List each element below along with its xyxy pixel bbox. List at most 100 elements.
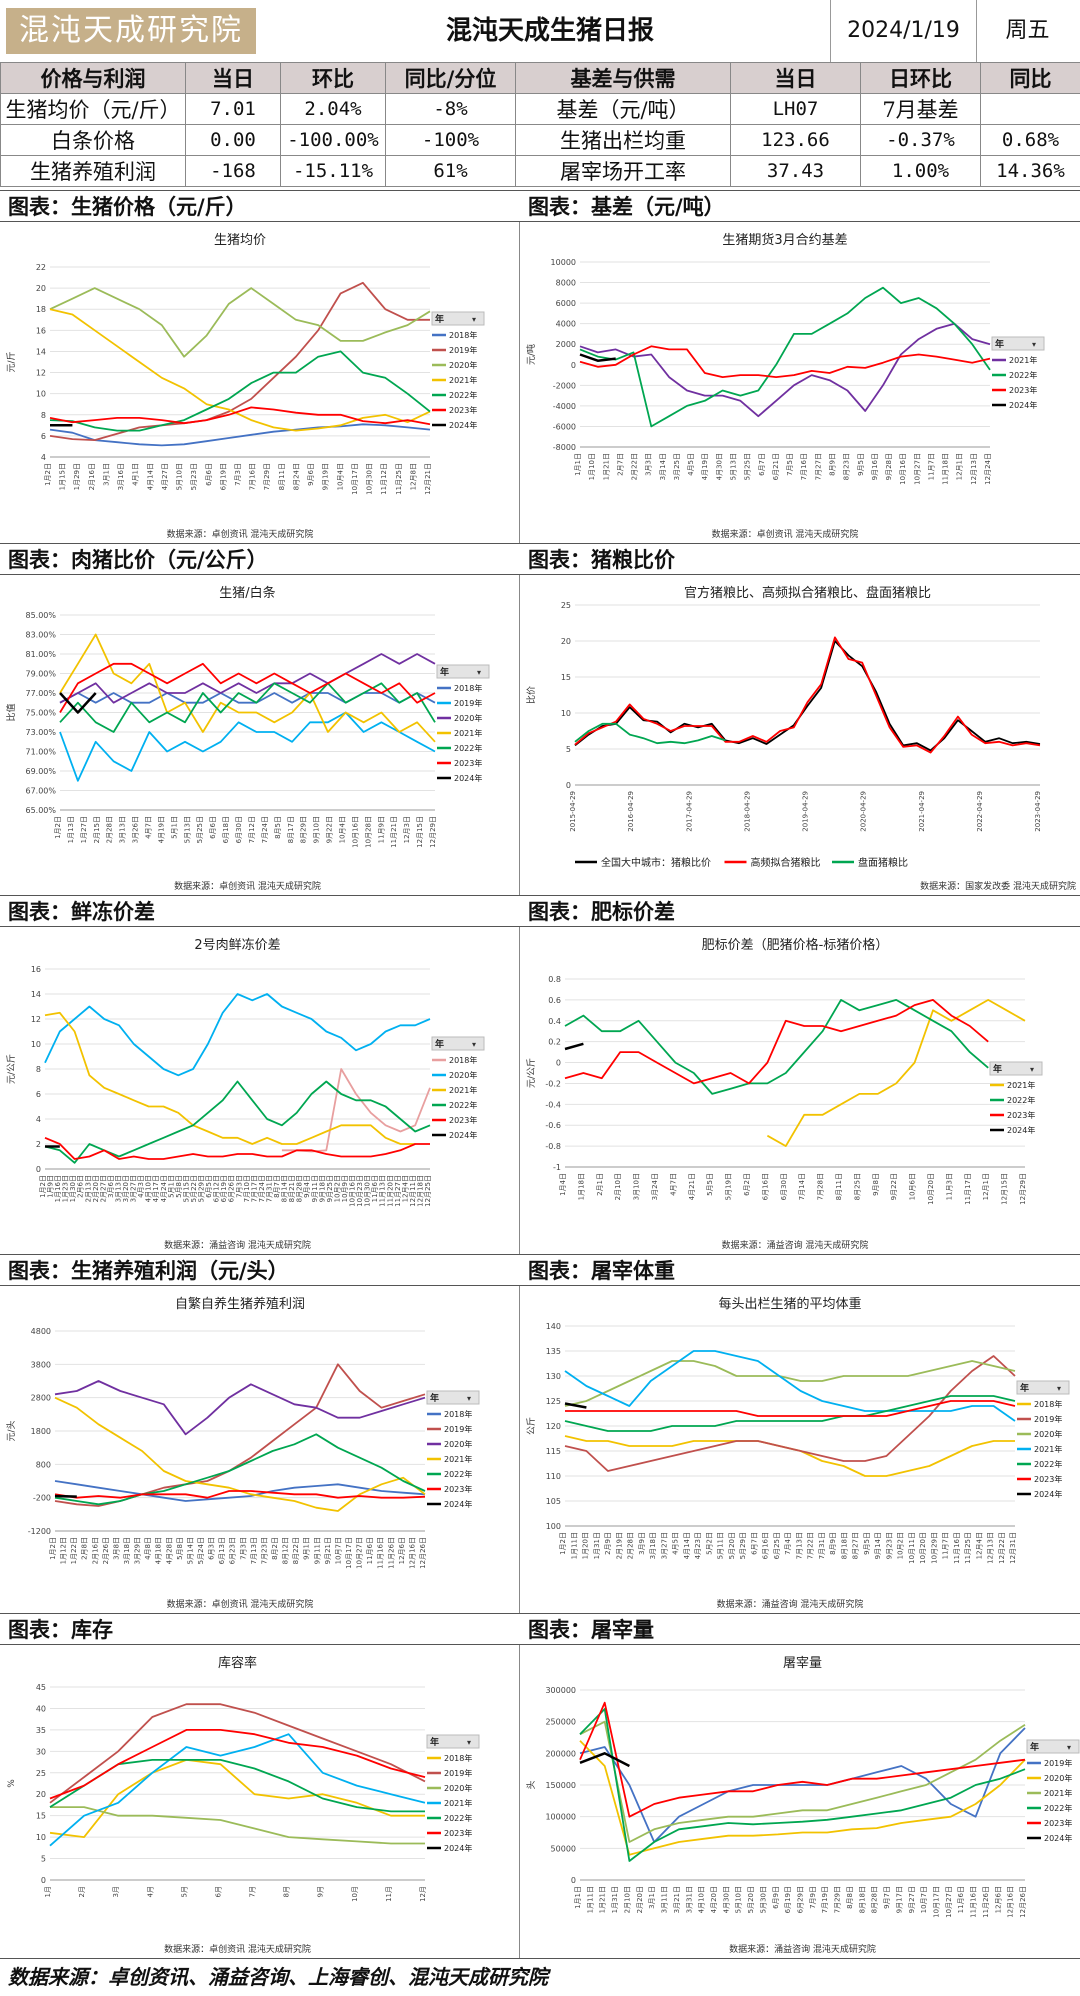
page-title: 混沌天成生猪日报 [270,0,830,62]
x-tick-label: 1月27日 [80,816,88,843]
y-tick-label: -0.6 [545,1121,561,1130]
x-tick-label: 8月11日 [835,1173,843,1200]
y-tick-label: 1800 [31,1427,51,1436]
x-tick-label: 8月 [283,1886,291,1897]
x-tick-label: 5月1日 [170,816,178,839]
x-tick-label: 3月14日 [659,453,667,480]
x-tick-label: 1月2日 [49,1537,57,1560]
y-tick-label: 100000 [545,1813,576,1822]
x-tick-label: 4月30日 [715,453,723,480]
y-tick-label: 0.4 [548,1017,561,1026]
chart-source: 数据来源：涌益咨询 混沌天成研究院 [164,1239,311,1251]
x-tick-label: 8月25日 [853,1173,861,1200]
summary-cell: 61% [386,156,516,187]
x-tick-label: 10月17日 [351,463,359,495]
logo: 混沌天成研究院 [6,8,256,54]
x-tick-label: 6月18日 [222,816,230,843]
legend-label: 2020年 [1044,1773,1072,1783]
legend-label: 全国大中城市：猪粮比价 [601,856,711,869]
x-tick-label: 11月16日 [953,1532,961,1564]
y-tick-label: 3800 [31,1360,51,1369]
x-tick-label: 12月6日 [994,1886,1002,1913]
x-tick-label: 1月21日 [602,453,610,480]
report-header: 混沌天成研究院 混沌天成生猪日报 2024/1/19 周五 [0,0,1080,63]
chart-source: 数据来源：卓创资讯 混沌天成研究院 [167,1598,314,1610]
chart-source: 数据来源：涌益咨询 混沌天成研究院 [717,1598,864,1610]
legend-label: 2024年 [1044,1833,1072,1843]
x-tick-label: 9月16日 [871,453,879,480]
x-tick-label: 1月15日 [59,463,67,490]
x-tick-label: 10月16日 [351,816,359,848]
x-tick-label: 12月 [419,1886,427,1902]
legend-label: 2024年 [1007,1125,1035,1135]
x-tick-label: 7月22日 [807,1532,815,1559]
section-title: 图表：鲜冻价差 [0,895,520,927]
x-tick-label: 6月7日 [750,1532,758,1555]
x-tick-label: 2023-04-29 [1034,791,1042,832]
x-tick-label: 2月28日 [627,1532,635,1559]
summary-cell: -100% [386,125,516,156]
y-axis-label: 比值 [5,703,17,721]
chart-source: 数据来源：卓创资讯 混沌天成研究院 [167,528,314,540]
x-tick-label: 9月19日 [322,463,330,490]
x-tick-label: 6月30日 [235,816,243,843]
y-tick-label: 25 [561,601,571,610]
summary-cell: 0.00 [186,125,281,156]
x-tick-label: 11月9日 [377,816,385,843]
legend-label: 2018年 [454,683,482,693]
x-tick-label: 10月4日 [336,463,344,490]
x-tick-label: 4月23日 [694,1532,702,1559]
chart-title: 每头出栏生猪的平均体重 [718,1296,861,1312]
section-title: 图表：库存 [0,1613,520,1645]
chart-source: 数据来源：国家发改委 混沌天成研究院 [920,880,1076,892]
y-tick-label: 73.00% [25,728,56,737]
x-tick-label: 9月27日 [908,1886,916,1913]
series-line [55,1496,77,1497]
y-tick-label: 50000 [551,1844,576,1853]
y-tick-label: 110 [546,1472,561,1481]
legend-label: 2024年 [1009,400,1037,410]
series-line [580,1703,1025,1817]
x-tick-label: 4月5日 [687,453,695,476]
summary-header-cell: 同比 [981,63,1080,94]
x-tick-label: 6月19日 [219,463,227,490]
x-tick-label: 3月27日 [660,1532,668,1559]
x-tick-label: 11月25日 [395,463,403,495]
filter-icon: ▾ [467,1738,471,1747]
legend-label: 2024年 [444,1499,472,1509]
summary-cell: 生猪均价（元/斤） [1,94,186,125]
y-tick-label: 300000 [545,1686,576,1695]
report-weekday: 周五 [975,0,1080,62]
legend-label: 2023年 [1007,1110,1035,1120]
x-tick-label: 6月6日 [205,463,213,486]
series-line [55,1434,425,1504]
x-tick-label: 11月26日 [982,1886,990,1918]
x-tick-label: 2月7日 [616,453,624,476]
chart-source: 数据来源：涌益咨询 混沌天成研究院 [729,1943,876,1955]
chart-title: 2号肉鲜冻价差 [194,937,280,953]
x-tick-label: 5月25日 [196,816,204,843]
series-line [50,1760,425,1812]
section-title: 图表：屠宰量 [520,1613,1080,1645]
x-tick-label: 12月15日 [1001,1173,1009,1205]
y-tick-label: 6 [41,432,46,441]
x-tick-label: 9月17日 [895,1886,903,1913]
x-tick-label: 8月28日 [871,1886,879,1913]
x-tick-label: 2021-04-29 [918,791,926,832]
x-tick-label: 11月17日 [964,1173,972,1205]
x-tick-label: 6月7日 [758,453,766,476]
summary-header-row: 价格与利润 当日 环比 同比/分位 基差与供需 当日 日环比 同比 [1,63,1080,94]
y-tick-label: 71.00% [25,748,56,757]
x-tick-label: 2月10日 [614,1173,622,1200]
x-tick-label: 3月11日 [661,1886,669,1913]
y-tick-label: 16 [36,326,46,335]
x-tick-label: 9月10日 [313,816,321,843]
x-tick-label: 3月26日 [132,816,140,843]
x-tick-label: 9月5日 [857,453,865,476]
y-tick-label: 120 [546,1422,561,1431]
x-tick-label: 6月9日 [772,1886,780,1909]
y-axis-label: 元/斤 [6,351,17,372]
y-tick-label: 40 [36,1704,46,1713]
